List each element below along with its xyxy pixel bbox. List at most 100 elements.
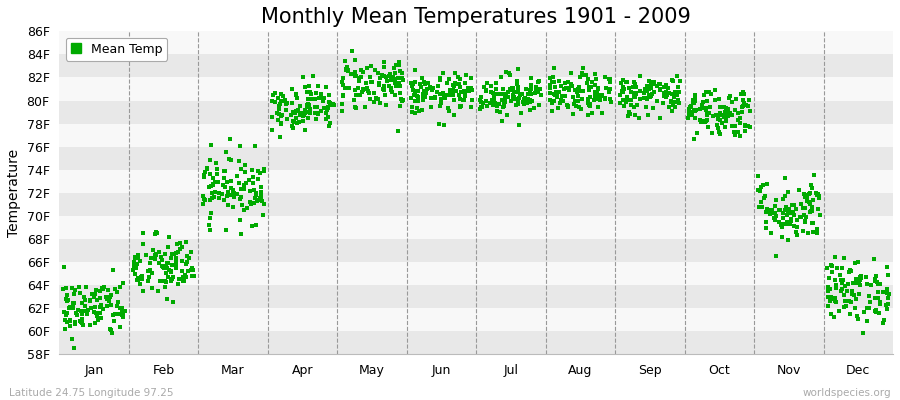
Point xyxy=(490,108,504,114)
Point xyxy=(673,78,688,84)
Point xyxy=(842,298,856,304)
Point xyxy=(347,97,362,104)
Point xyxy=(298,109,312,116)
Point xyxy=(523,75,537,82)
Point xyxy=(272,103,286,109)
Point xyxy=(233,185,248,192)
Point xyxy=(778,206,792,213)
Point xyxy=(848,260,862,266)
Point xyxy=(406,81,420,88)
Point xyxy=(813,212,827,218)
Point xyxy=(234,166,248,172)
Point xyxy=(295,110,310,116)
Point xyxy=(588,82,602,88)
Point xyxy=(128,262,142,268)
Point xyxy=(160,296,175,302)
Point xyxy=(314,95,328,101)
Point xyxy=(484,89,499,95)
Point xyxy=(377,63,392,70)
Point xyxy=(222,156,237,162)
Point xyxy=(314,91,328,98)
Point xyxy=(616,84,630,90)
Point xyxy=(336,74,350,81)
Point xyxy=(572,88,587,94)
Point xyxy=(405,81,419,87)
Point xyxy=(802,199,816,206)
Point xyxy=(759,225,773,231)
Point xyxy=(237,186,251,192)
Point xyxy=(807,172,822,178)
Point xyxy=(184,249,198,256)
Point xyxy=(163,269,177,276)
Point xyxy=(323,102,338,108)
Point xyxy=(699,88,714,95)
Point xyxy=(457,93,472,99)
Point xyxy=(574,96,589,102)
Point xyxy=(628,90,643,96)
Point xyxy=(407,92,421,98)
Point xyxy=(145,270,159,276)
Point xyxy=(171,281,185,287)
Point xyxy=(127,263,141,270)
Point xyxy=(705,130,719,136)
Point xyxy=(572,84,587,90)
Point xyxy=(627,90,642,96)
Point xyxy=(839,297,853,304)
Point xyxy=(148,231,162,237)
Point xyxy=(393,90,408,96)
Point xyxy=(666,101,680,108)
Point xyxy=(387,77,401,83)
Point xyxy=(824,263,839,270)
Point xyxy=(238,180,253,186)
Point xyxy=(158,284,172,291)
Point xyxy=(95,306,110,312)
Y-axis label: Temperature: Temperature xyxy=(7,149,21,237)
Point xyxy=(692,106,706,112)
Point xyxy=(850,258,865,265)
Point xyxy=(104,302,118,308)
Point xyxy=(590,96,604,103)
Point xyxy=(792,186,806,193)
Point xyxy=(309,116,323,122)
Point xyxy=(665,91,680,98)
Point xyxy=(211,179,225,186)
Point xyxy=(824,294,839,301)
Point xyxy=(314,90,328,97)
Point xyxy=(94,315,108,321)
Point xyxy=(438,95,453,102)
Point xyxy=(491,103,505,109)
Point xyxy=(265,114,279,120)
Point xyxy=(302,89,317,95)
Point xyxy=(65,284,79,291)
Point xyxy=(782,221,796,227)
Point xyxy=(713,112,727,118)
Point xyxy=(205,174,220,181)
Point xyxy=(223,178,238,184)
Point xyxy=(775,234,789,240)
Point xyxy=(526,105,541,111)
Point xyxy=(436,122,451,128)
Point xyxy=(235,202,249,208)
Point xyxy=(525,98,539,105)
Point xyxy=(472,106,487,112)
Point xyxy=(169,264,184,271)
Point xyxy=(507,88,521,95)
Point xyxy=(72,284,86,290)
Point xyxy=(595,110,609,116)
Point xyxy=(616,88,630,94)
Point xyxy=(166,299,181,305)
Point xyxy=(300,102,314,108)
Point xyxy=(554,83,569,90)
Point xyxy=(303,91,318,97)
Point xyxy=(702,88,716,95)
Point xyxy=(230,172,244,179)
Point xyxy=(382,71,397,78)
Point xyxy=(869,309,884,316)
Point xyxy=(834,288,849,294)
Point xyxy=(231,180,246,187)
Point xyxy=(628,91,643,97)
Point xyxy=(428,95,442,102)
Point xyxy=(876,289,890,295)
Point xyxy=(627,81,642,87)
Point xyxy=(779,219,794,225)
